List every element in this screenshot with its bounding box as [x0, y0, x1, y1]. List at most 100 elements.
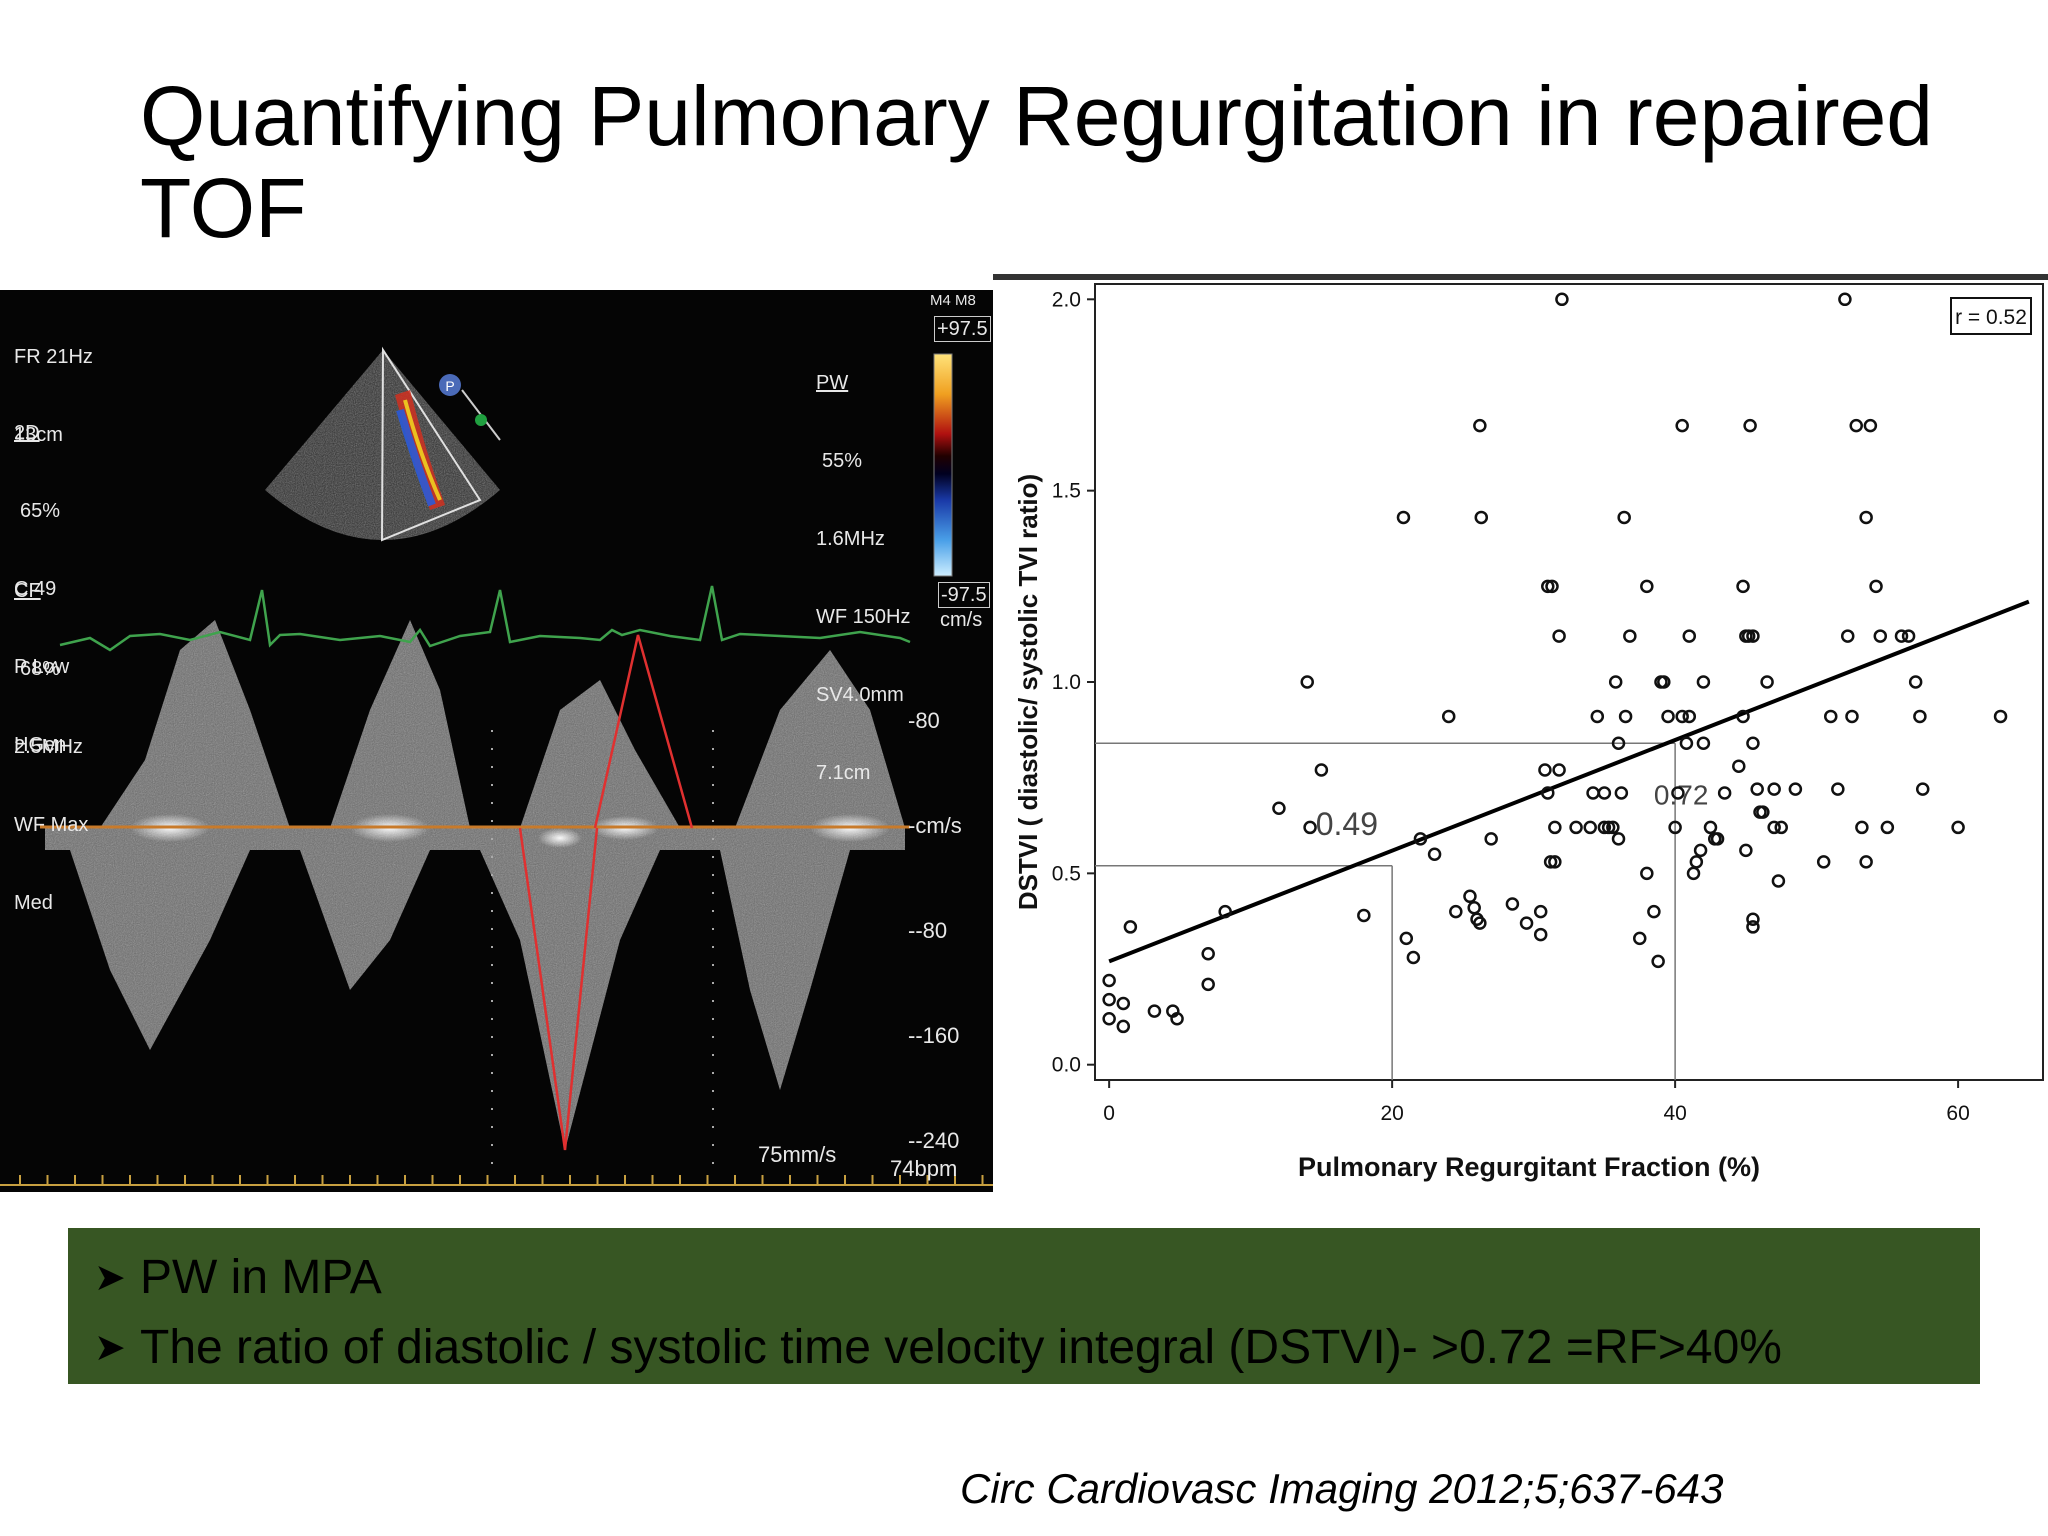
- probe-icon: [439, 374, 461, 396]
- echo-pw-settings: PW 55% 1.6MHz WF 150Hz SV4.0mm 7.1cm: [816, 318, 910, 838]
- data-point: [1116, 1019, 1131, 1034]
- velocity-scale-bottom: -97.5: [938, 582, 990, 608]
- data-point: [1441, 709, 1456, 724]
- data-point: [1597, 786, 1612, 800]
- data-point: [1640, 579, 1654, 594]
- data-point: [1760, 675, 1774, 689]
- data-point: [1894, 629, 1909, 643]
- data-point: [1102, 1012, 1116, 1026]
- data-point: [1838, 292, 1852, 307]
- sample-volume-marker: [475, 414, 487, 426]
- y-axis-label: DSTVI ( diastolic/ systolic TVI ratio): [1013, 474, 1043, 910]
- data-point: [1611, 832, 1626, 846]
- y-tick-label: 0.0: [1052, 1054, 1081, 1077]
- velocity-label: --240: [908, 1128, 960, 1153]
- dstvi-scatter-plot: 0.49 0.72 0.0 0.5 1.0 1.5 2.0 0 20 40 60 Pulmonar…: [993, 274, 2048, 1194]
- data-point: [1746, 912, 1760, 927]
- arrow-bullet-icon: ➤: [94, 1326, 126, 1369]
- data-point: [1303, 820, 1317, 835]
- y-tick-label: 1.5: [1052, 480, 1081, 503]
- x-axis-label: Pulmonary Regurgitant Fraction (%): [1298, 1152, 1760, 1182]
- data-point: [1951, 820, 1965, 835]
- bullet-item: ➤ PW in MPA: [94, 1242, 1980, 1312]
- data-point: [1618, 709, 1633, 724]
- ecg-trace: [59, 585, 911, 652]
- heart-rate: 74bpm: [890, 1156, 958, 1181]
- velocity-label: -80: [908, 708, 940, 733]
- data-point: [1845, 709, 1859, 724]
- data-points: [1102, 292, 2008, 1034]
- time-axis-tick-marks: [19, 1175, 984, 1185]
- x-tick-label: 20: [1380, 1102, 1403, 1125]
- data-point: [1474, 510, 1489, 525]
- data-point: [1771, 874, 1786, 888]
- data-point: [1463, 889, 1477, 904]
- reference-lines: 0.49 0.72: [1095, 742, 1708, 1080]
- axes: 0.0 0.5 1.0 1.5 2.0 0 20 40 60: [1052, 288, 1970, 1125]
- data-point: [1746, 736, 1760, 750]
- data-point: [1427, 847, 1442, 861]
- data-point: [1583, 820, 1597, 835]
- data-point: [1736, 579, 1750, 594]
- data-point: [1880, 820, 1895, 835]
- data-point: [1102, 973, 1116, 988]
- echo-cf-settings: CF 68% 2.5MHz WF Max Med: [14, 526, 88, 968]
- data-point: [1824, 709, 1838, 724]
- data-point: [1703, 820, 1718, 835]
- data-point: [1679, 736, 1694, 750]
- data-point: [1661, 709, 1675, 724]
- data-point: [1399, 931, 1414, 946]
- echo-cf-header: CF: [14, 580, 41, 602]
- diastolic-vti-trace: [518, 827, 599, 1151]
- correlation-label: r = 0.52: [1955, 306, 2027, 329]
- echo-2d-line: P Low: [14, 656, 70, 678]
- echo-cf-line: WF Max: [14, 814, 89, 836]
- velocity-label: --160: [908, 1023, 960, 1048]
- y-tick-label: 1.0: [1052, 671, 1081, 694]
- data-point: [1314, 763, 1329, 777]
- echo-2d-line: 65%: [20, 500, 61, 522]
- data-point: [1741, 629, 1756, 643]
- systolic-vti-trace: [593, 634, 694, 829]
- data-point: [1901, 629, 1916, 643]
- depth: 13cm: [14, 424, 63, 446]
- data-point: [1732, 759, 1746, 773]
- data-point: [1693, 843, 1708, 858]
- data-point: [1859, 510, 1873, 525]
- x-tick-label: 60: [1946, 1102, 1969, 1125]
- echo-pw-line: SV4.0mm: [816, 684, 904, 706]
- frame-rate: FR 21Hz: [14, 346, 93, 368]
- echo-pw-line: 55%: [822, 450, 863, 472]
- doppler-spectrum: P: [0, 346, 993, 1186]
- echo-2d-header: 2D: [14, 422, 40, 444]
- data-point: [1682, 709, 1697, 724]
- data-point: [1218, 904, 1232, 919]
- data-point: [1689, 855, 1704, 869]
- data-point: [1548, 855, 1562, 869]
- data-point: [1908, 675, 1923, 689]
- data-point: [1611, 736, 1626, 750]
- data-point: [1590, 709, 1605, 724]
- data-point: [1552, 629, 1566, 643]
- data-point: [1541, 786, 1555, 800]
- y-tick-label: 0.5: [1052, 862, 1081, 885]
- probe-mode: M4 M8: [930, 292, 976, 309]
- data-point: [1696, 675, 1711, 689]
- data-point: [1774, 820, 1788, 835]
- slide-title: Quantifying Pulmonary Regurgitation in r…: [140, 69, 1933, 255]
- data-point: [1102, 992, 1116, 1007]
- data-point: [1555, 292, 1569, 307]
- data-point: [1413, 832, 1428, 846]
- echo-pw-header: PW: [816, 372, 849, 394]
- data-point: [1147, 1004, 1162, 1018]
- sector-image: P: [265, 346, 501, 542]
- data-point: [1863, 418, 1878, 433]
- echo-pw-line: 1.6MHz: [816, 528, 885, 550]
- data-point: [1788, 782, 1803, 796]
- arrow-bullet-icon: ➤: [94, 1256, 126, 1299]
- data-point: [1538, 763, 1552, 777]
- data-point: [1406, 950, 1421, 965]
- velocity-scale-unit: cm/s: [940, 609, 983, 631]
- data-point: [1840, 629, 1855, 643]
- data-point: [1746, 629, 1760, 643]
